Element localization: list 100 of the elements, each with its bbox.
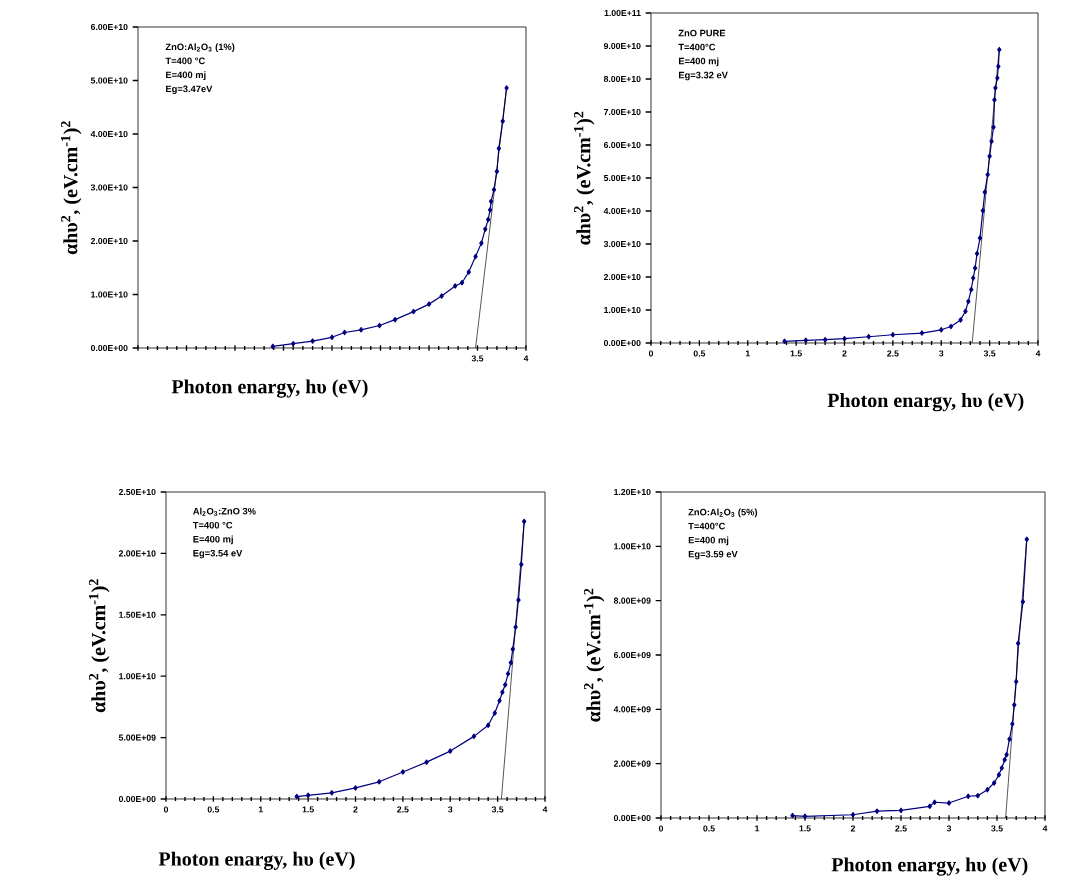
x-tick-label: 1 xyxy=(258,806,263,813)
annotation: T=400°C xyxy=(678,43,716,51)
point xyxy=(466,269,471,275)
point xyxy=(992,97,997,103)
point xyxy=(1010,721,1015,727)
x-tick-label: 1 xyxy=(745,350,750,357)
y-tick-label: 2.50E+10 xyxy=(118,488,156,496)
annotation: Eg=3.54 eV xyxy=(193,549,243,559)
x-tick-label: 2.5 xyxy=(895,825,907,832)
y-tick-label: 5.00E+09 xyxy=(118,734,156,741)
point xyxy=(958,317,963,323)
point xyxy=(982,189,987,195)
x-axis-title: Photon enargy, hυ (eV) xyxy=(158,851,355,870)
y-tick-label: 1.00E+10 xyxy=(604,306,641,314)
point xyxy=(294,793,299,800)
annotation: E=400 mj xyxy=(688,536,729,546)
point xyxy=(492,710,497,716)
annotation: E=400 mj xyxy=(193,535,233,545)
point xyxy=(448,748,453,754)
annotation: ZnO:Al$_{2}$O$_{3}$ (1%) xyxy=(165,43,235,53)
annotation: ZnO:Al$_{2}$O$_{3}$ (5%) xyxy=(688,508,758,518)
y-tick-label: 3.00E+10 xyxy=(90,184,128,191)
x-tick-label: 0 xyxy=(648,350,654,357)
y-tick-label: 0.00E+00 xyxy=(118,795,156,803)
x-tick-label: 3.5 xyxy=(983,350,996,357)
point xyxy=(377,322,382,329)
x-tick-label: 0 xyxy=(163,806,169,813)
y-tick-label: 1.20E+10 xyxy=(614,488,651,496)
point xyxy=(969,286,974,293)
point xyxy=(513,624,518,630)
point xyxy=(975,792,980,799)
point xyxy=(966,793,971,799)
point xyxy=(494,168,500,175)
annotation: T=400°C xyxy=(688,522,726,530)
y-axis-title: αhυ$^{2}$, (eV.cm$^{-1}$)$^{2}$ xyxy=(573,111,595,245)
point xyxy=(972,265,978,271)
point xyxy=(996,772,1002,778)
y-tick-label: 1.00E+11 xyxy=(604,9,641,17)
point xyxy=(970,275,976,281)
annotation: T=400 °C xyxy=(192,521,233,529)
point xyxy=(974,250,980,257)
point xyxy=(866,333,871,340)
point xyxy=(479,240,484,246)
x-axis-title: Photon enargy, hυ (eV) xyxy=(171,379,368,398)
x-tick-label: 1 xyxy=(755,825,760,832)
point xyxy=(1007,736,1012,742)
y-tick-label: 2.00E+09 xyxy=(613,760,651,767)
point xyxy=(329,790,335,796)
point xyxy=(1004,751,1009,758)
x-tick-label: 2.5 xyxy=(887,350,899,357)
point xyxy=(966,298,971,305)
y-tick-label: 5.00E+10 xyxy=(90,77,128,84)
point xyxy=(842,335,847,342)
x-tick-label: 2.5 xyxy=(397,806,409,813)
y-tick-label: 2.00E+10 xyxy=(118,550,156,557)
point xyxy=(358,327,364,333)
x-tick-label: 3 xyxy=(939,350,944,357)
y-tick-label: 0.00E+00 xyxy=(90,344,128,352)
y-tick-label: 1.00E+10 xyxy=(614,543,651,550)
point xyxy=(452,283,458,289)
point xyxy=(516,597,521,603)
point xyxy=(353,785,358,791)
y-tick-label: 1.00E+10 xyxy=(91,291,128,298)
point xyxy=(939,327,944,333)
x-tick-label: 0.5 xyxy=(693,350,706,357)
annotation: E=400 mj xyxy=(166,71,206,81)
point xyxy=(497,698,502,704)
point xyxy=(400,769,406,775)
point xyxy=(985,171,990,178)
annotation: Eg=3.59 eV xyxy=(688,550,738,560)
point xyxy=(948,323,954,330)
point xyxy=(987,153,992,159)
y-tick-label: 7.00E+10 xyxy=(603,108,641,116)
point xyxy=(898,807,904,814)
point xyxy=(963,308,968,315)
point xyxy=(459,279,465,286)
point xyxy=(1015,640,1021,647)
point xyxy=(803,337,808,344)
x-tick-label: 3 xyxy=(448,806,453,813)
y-tick-label: 1.50E+10 xyxy=(119,611,156,618)
point xyxy=(802,813,808,820)
y-tick-label: 2.00E+10 xyxy=(603,273,641,281)
y-tick-label: 4.00E+10 xyxy=(603,207,641,215)
point xyxy=(519,561,524,568)
point xyxy=(485,216,491,223)
point xyxy=(874,808,880,814)
y-tick-label: 5.00E+10 xyxy=(603,174,641,182)
point xyxy=(485,722,491,729)
point xyxy=(503,682,508,688)
point xyxy=(999,765,1004,771)
point xyxy=(977,235,983,241)
point xyxy=(488,198,494,205)
point xyxy=(790,812,795,819)
point xyxy=(483,226,488,232)
point xyxy=(491,186,497,193)
annotation: Eg=3.47eV xyxy=(166,85,213,95)
y-tick-label: 3.00E+10 xyxy=(603,240,641,248)
x-tick-label: 0.5 xyxy=(703,825,715,832)
point xyxy=(504,85,509,91)
point xyxy=(991,780,997,786)
